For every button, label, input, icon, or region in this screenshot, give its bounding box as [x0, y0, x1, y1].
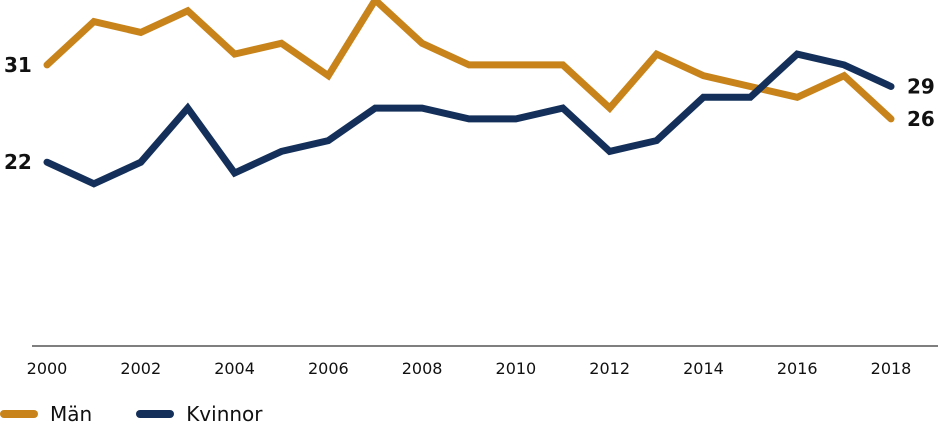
legend-swatch-man	[0, 410, 38, 418]
x-tick-label: 2016	[777, 359, 818, 378]
legend: Män Kvinnor	[0, 398, 307, 430]
x-tick-label: 2014	[683, 359, 724, 378]
legend-item-man: Män	[0, 402, 92, 426]
series-end-labels: 31 26 22 29	[4, 53, 935, 174]
series-lines	[43, 0, 895, 188]
x-tick-label: 2004	[214, 359, 255, 378]
legend-item-kvinnor: Kvinnor	[136, 402, 263, 426]
x-tick-label: 2018	[871, 359, 912, 378]
series-line-kvinnor	[43, 50, 895, 188]
series-end-label: 26	[907, 107, 935, 131]
legend-swatch-kvinnor	[136, 410, 175, 418]
x-tick-label: 2000	[27, 359, 68, 378]
x-tick-label: 2010	[496, 359, 537, 378]
legend-label-kvinnor: Kvinnor	[186, 402, 263, 426]
x-tick-label: 2008	[402, 359, 443, 378]
x-tick-label: 2002	[120, 359, 161, 378]
legend-label-man: Män	[50, 402, 93, 426]
series-line-man	[43, 0, 895, 123]
series-start-label: 31	[4, 53, 32, 77]
series-start-label: 22	[4, 150, 32, 174]
x-tick-label: 2006	[308, 359, 349, 378]
series-end-label: 29	[907, 75, 935, 99]
x-tick-label: 2012	[589, 359, 630, 378]
x-tick-labels: 2000 2002 2004 2006 2008 2010 2012 2014 2016 2018	[27, 359, 912, 378]
